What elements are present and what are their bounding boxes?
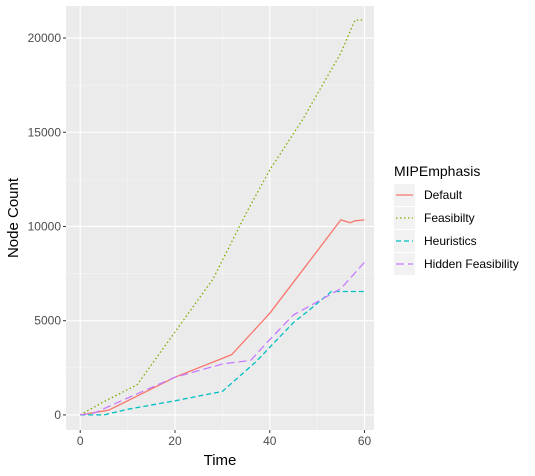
- legend: MIPEmphasis Default Feasibilty Heuristics H…: [394, 163, 519, 275]
- major-grid: [66, 6, 374, 430]
- x-tick-label: 20: [168, 434, 182, 448]
- legend-title: MIPEmphasis: [394, 163, 480, 179]
- legend-label: Hidden Feasibility: [424, 257, 519, 271]
- series-line-1: [80, 219, 365, 416]
- legend-label: Heuristics: [424, 234, 477, 248]
- legend-key-background: [394, 253, 415, 275]
- y-axis: 0 5000 10000 15000 20000: [28, 31, 66, 422]
- x-axis-title: Time: [204, 452, 237, 469]
- y-tick-label: 20000: [28, 31, 62, 45]
- y-tick-label: 15000: [28, 125, 62, 139]
- series-lines: [79, 19, 365, 416]
- series-line-4: [80, 261, 365, 416]
- legend-label: Feasibilty: [424, 211, 475, 225]
- x-tick-label: 40: [263, 434, 277, 448]
- panel-background: [66, 6, 374, 430]
- y-tick-label: 0: [54, 408, 61, 422]
- series-line-3: [80, 290, 365, 416]
- x-axis: 0 20 40 60: [77, 430, 372, 448]
- series-line-2: [79, 19, 365, 416]
- x-tick-label: 60: [358, 434, 372, 448]
- minor-grid: [66, 6, 374, 430]
- y-tick-label: 10000: [28, 219, 62, 233]
- y-axis-title: Node Count: [5, 177, 22, 258]
- y-tick-label: 5000: [34, 314, 61, 328]
- legend-label: Default: [424, 188, 463, 202]
- x-tick-label: 0: [77, 434, 84, 448]
